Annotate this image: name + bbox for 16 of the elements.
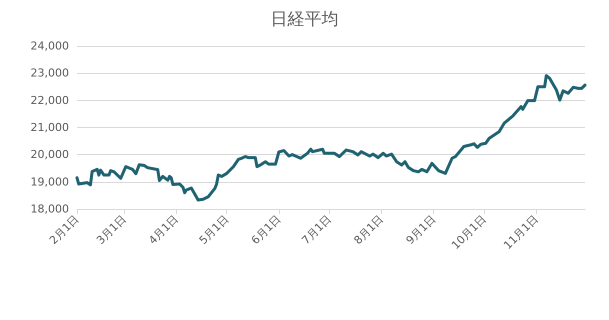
chart-title: 日経平均 (270, 10, 338, 30)
x-tick-label: 11月1日 (501, 212, 541, 252)
x-tick-label: 10月1日 (449, 212, 489, 252)
x-tick-label: 5月1日 (196, 212, 232, 248)
y-tick-label: 23,000 (30, 66, 69, 80)
x-tick-label: 6月1日 (248, 212, 284, 248)
x-tick-label: 7月1日 (299, 212, 334, 248)
y-tick-label: 22,000 (30, 94, 69, 107)
y-tick-label: 19,000 (30, 175, 69, 188)
y-tick-label: 20,000 (30, 148, 69, 162)
x-tick-label: 9月1日 (404, 212, 438, 248)
x-tick-label: 4月1日 (146, 212, 181, 248)
x-tick-label: 3月1日 (94, 212, 129, 248)
x-tick-label: 8月1日 (351, 212, 386, 248)
y-tick-label: 21,000 (30, 121, 69, 134)
y-tick-label: 24,000 (30, 40, 69, 52)
